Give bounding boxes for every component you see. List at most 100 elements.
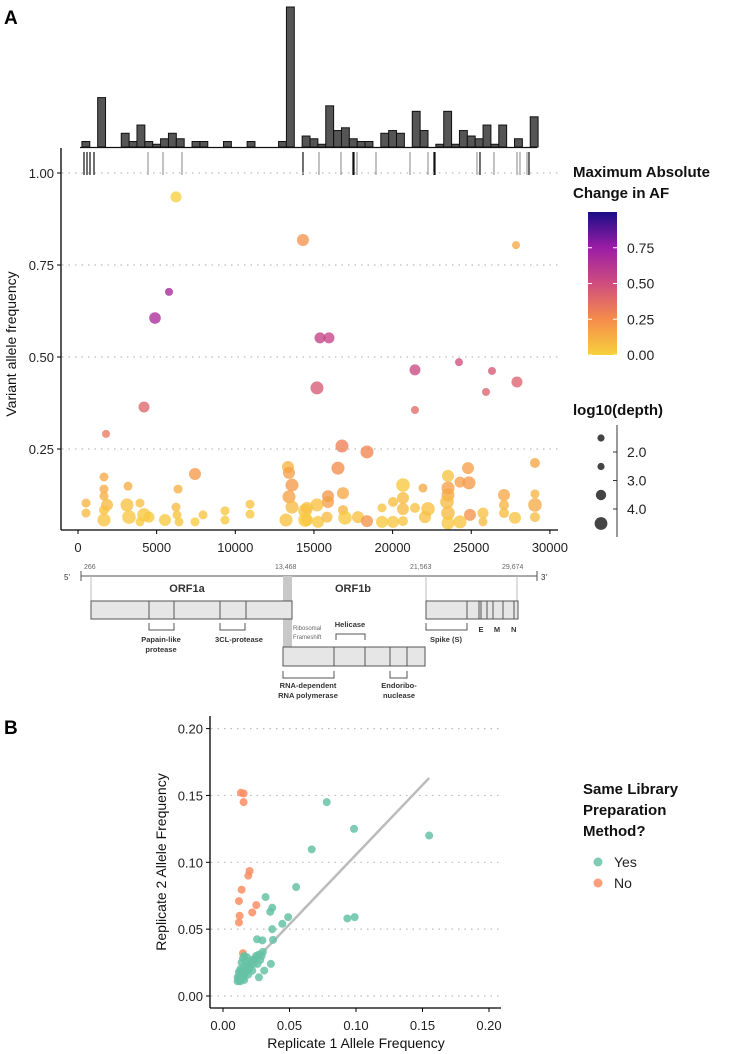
regression-line	[235, 777, 431, 981]
color-legend-title-2: Change in AF	[573, 185, 669, 202]
three-prime-label: 3'	[541, 573, 547, 582]
variant-point	[310, 498, 324, 512]
histogram-bar	[435, 143, 445, 148]
x-tick-label: 5000	[142, 540, 171, 555]
variant-point	[99, 491, 109, 501]
color-bar-label: 0.25	[627, 311, 654, 327]
variant-point	[360, 515, 373, 528]
3cl-label: 3CL-protease	[215, 635, 263, 644]
y-tick-label: 0.15	[178, 788, 203, 803]
variant-point	[511, 376, 523, 388]
variant-point	[477, 507, 489, 519]
replicate-point-yes	[258, 947, 267, 956]
histogram-bar	[278, 141, 287, 148]
panel-a-label: A	[4, 8, 18, 29]
histogram-bar	[364, 141, 374, 148]
y-label-b: Replicate 2 Allele Frequency	[153, 773, 169, 950]
legend-b-title-2: Preparation	[583, 802, 666, 819]
replicate-point-no	[239, 789, 248, 798]
histogram-bar	[474, 138, 484, 148]
size-legend-circle	[595, 489, 607, 501]
replicate-point-yes	[254, 973, 263, 982]
variant-point	[296, 233, 309, 246]
helicase-label: Helicase	[335, 620, 365, 629]
histogram-bar	[451, 143, 460, 148]
x-tick-label: 0.00	[210, 1018, 235, 1033]
replicate-point-no	[239, 798, 248, 807]
replicate-point-yes	[253, 935, 262, 944]
variant-point	[99, 505, 110, 516]
variant-point	[97, 513, 111, 527]
variant-point	[135, 517, 145, 527]
histogram-bar	[458, 130, 468, 148]
variant-point	[529, 512, 540, 523]
grid-b	[211, 727, 500, 997]
variant-point	[314, 332, 326, 344]
histogram-bar	[482, 124, 492, 148]
variant-point	[135, 498, 145, 508]
histogram-bar	[514, 138, 523, 148]
variant-point	[396, 478, 410, 492]
replicate-point-yes	[236, 965, 245, 974]
variant-point	[245, 499, 255, 509]
histogram-bar	[411, 110, 421, 148]
variant-point	[311, 515, 324, 528]
color-bar-ticks: 0.75 0.50 0.25 0.00	[588, 240, 654, 363]
variant-point	[282, 490, 296, 504]
variant-point	[481, 387, 490, 396]
size-legend-label: 4.0	[627, 501, 647, 517]
variant-point	[498, 508, 509, 519]
histogram	[80, 6, 539, 149]
replicate-point-yes	[269, 935, 278, 944]
histogram-bar	[498, 124, 508, 148]
histogram-bar	[152, 143, 162, 148]
variant-point	[174, 517, 184, 527]
legend-b-title-3: Method?	[583, 823, 645, 840]
variant-point	[440, 495, 454, 509]
variant-point	[454, 476, 466, 488]
histogram-bar	[466, 135, 476, 148]
variant-point	[478, 517, 488, 527]
color-bar-label: 0.50	[627, 276, 654, 292]
variant-point	[441, 506, 455, 520]
variant-point	[453, 515, 467, 529]
spike-label: Spike (S)	[430, 635, 463, 644]
size-legend: 2.0 3.0 4.0	[594, 434, 647, 530]
histogram-bar	[348, 138, 358, 148]
histogram-bar	[333, 130, 342, 148]
y-tick-label: 0.00	[178, 989, 203, 1004]
variant-point	[387, 496, 398, 507]
histogram-bar	[490, 143, 500, 148]
replicate-point-yes	[278, 919, 287, 928]
histogram-bar	[317, 143, 327, 148]
variant-point	[188, 468, 201, 481]
variant-point	[170, 191, 182, 203]
variant-point	[487, 366, 496, 375]
variant-point	[418, 483, 428, 493]
replicate-point-yes	[350, 913, 359, 922]
points-a	[81, 191, 542, 530]
panel-b-label: B	[4, 718, 18, 739]
histogram-bar	[144, 141, 154, 148]
replicate-point-no	[248, 908, 257, 917]
x-tick-label: 15000	[296, 540, 332, 555]
variant-point	[323, 332, 335, 344]
variant-point	[321, 511, 333, 523]
variant-point	[338, 511, 352, 525]
variant-point	[171, 502, 181, 512]
n-label: N	[511, 625, 516, 634]
variant-point	[81, 498, 91, 508]
genome-map: 5' 3' 266 13,468 21,563 29,674 ORF1a ORF…	[64, 564, 547, 700]
rdrp-label-2: RNA polymerase	[278, 691, 338, 700]
replicate-point-yes	[260, 966, 269, 975]
variant-point	[418, 511, 431, 524]
replicate-point-yes	[284, 913, 293, 922]
replicate-point-yes	[261, 893, 270, 902]
histogram-bar	[246, 141, 256, 148]
grid-a	[62, 172, 558, 450]
variant-point	[101, 429, 110, 438]
orf1b-label: ORF1b	[335, 583, 371, 595]
replicate-point-yes	[350, 824, 359, 833]
variant-point	[321, 495, 334, 508]
size-legend-label: 2.0	[627, 444, 647, 460]
